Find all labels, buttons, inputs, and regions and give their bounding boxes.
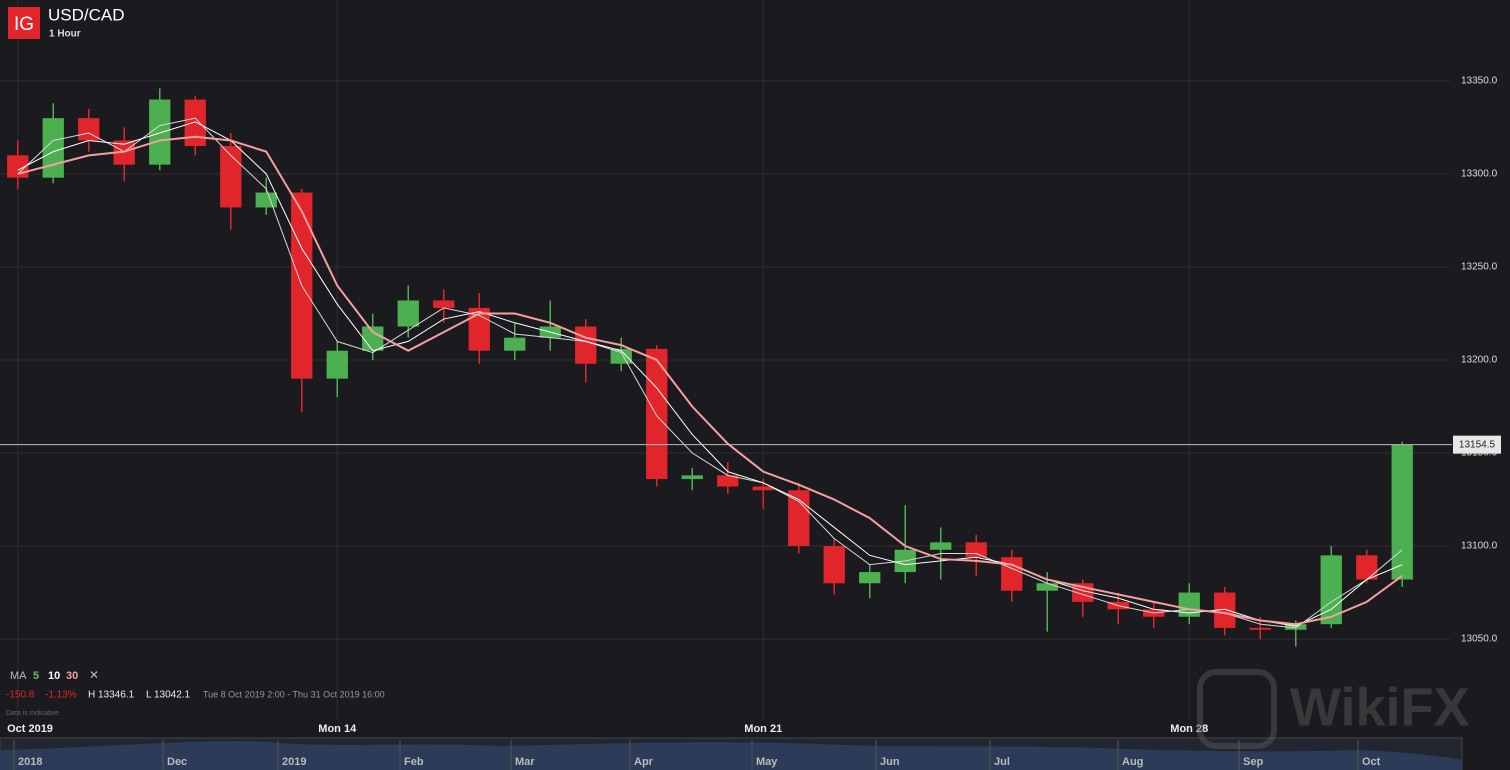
ma-label: MA [10, 670, 27, 682]
candle-body [752, 486, 774, 491]
candle-body [717, 475, 739, 487]
ma-line [17, 121, 1403, 627]
navigator-label: 2018 [18, 756, 42, 768]
candle-body [433, 300, 455, 308]
candle-body [1249, 627, 1271, 630]
candle-body [1001, 557, 1023, 591]
candle-body [646, 348, 668, 480]
x-tick-label: Mon 14 [318, 723, 357, 735]
navigator-area [0, 741, 1462, 770]
ma-legend: 10 [48, 670, 60, 682]
y-tick-label: 13250.0 [1461, 262, 1498, 273]
change: -150.8 [6, 690, 35, 701]
watermark-logo [1197, 669, 1277, 749]
candle-body [397, 300, 419, 327]
candle-body [823, 546, 845, 584]
x-axis-bar [0, 720, 1510, 738]
y-tick-label: 13350.0 [1461, 76, 1498, 87]
candle-body [1214, 592, 1236, 628]
low: L 13042.1 [146, 690, 191, 701]
navigator-label: Mar [515, 756, 535, 768]
ma-legend: 5 [33, 670, 39, 682]
candle-body [149, 99, 171, 165]
legend-close[interactable]: ✕ [89, 668, 99, 682]
last-price-label: 13154.5 [1459, 439, 1496, 450]
note: Data is indicative [6, 710, 59, 717]
navigator-label: Sep [1243, 756, 1263, 768]
x-tick-label: Mon 21 [744, 723, 782, 735]
interval: 1 Hour [49, 29, 81, 40]
last-price-box [1453, 435, 1501, 454]
candle-body [575, 326, 597, 364]
navigator-label: Dec [167, 756, 187, 768]
candle-body [255, 192, 277, 208]
navigator-label: Jul [994, 756, 1010, 768]
change-pct: -1.13% [45, 690, 77, 701]
navigator-label: Oct [1362, 756, 1381, 768]
y-tick-label: 13200.0 [1461, 355, 1498, 366]
date-range: Tue 8 Oct 2019 2:00 - Thu 31 Oct 2019 16… [203, 689, 385, 699]
candle-body [504, 337, 526, 351]
navigator-label: May [756, 756, 778, 768]
candle-body [184, 99, 206, 147]
navigator-label: Aug [1122, 756, 1143, 768]
candle-body [78, 118, 100, 141]
symbol: USD/CAD [48, 5, 125, 24]
ma-line [17, 135, 1403, 626]
x-tick-label: Oct 2019 [7, 723, 53, 735]
navigator-label: Feb [404, 756, 424, 768]
logo-text: IG [14, 14, 34, 35]
y-tick-label: 13100.0 [1461, 541, 1498, 552]
candle-body [1320, 555, 1342, 625]
y-tick-label: 13300.0 [1461, 169, 1498, 180]
navigator-labels: 2018 Dec 2019 Feb Mar Apr May Jun Jul Aug Sep Oct [13, 740, 1381, 770]
logo [8, 7, 40, 39]
navigator-label: Jun [880, 756, 900, 768]
candle-body [1391, 444, 1413, 580]
candle-body [220, 146, 242, 208]
navigator-label: 2019 [282, 756, 306, 768]
candle-body [1285, 624, 1307, 630]
grid: 13050.013100.013150.013200.013250.013300… [0, 0, 1498, 720]
candle-body [681, 475, 703, 480]
candle-body [610, 348, 632, 364]
plot [0, 88, 1452, 647]
candle-body [930, 542, 952, 550]
y-tick-label: 13050.0 [1461, 634, 1498, 645]
candle-body [362, 326, 384, 351]
navigator-label: Apr [634, 756, 654, 768]
watermark: WikiFX [1290, 677, 1470, 737]
ma-legend: 30 [66, 670, 78, 682]
candle-body [859, 572, 881, 584]
candle-body [1356, 555, 1378, 580]
candle-body [326, 350, 348, 379]
candle-body [788, 490, 810, 547]
candle-body [965, 542, 987, 558]
candle-body [1036, 583, 1058, 591]
high: H 13346.1 [88, 690, 135, 701]
